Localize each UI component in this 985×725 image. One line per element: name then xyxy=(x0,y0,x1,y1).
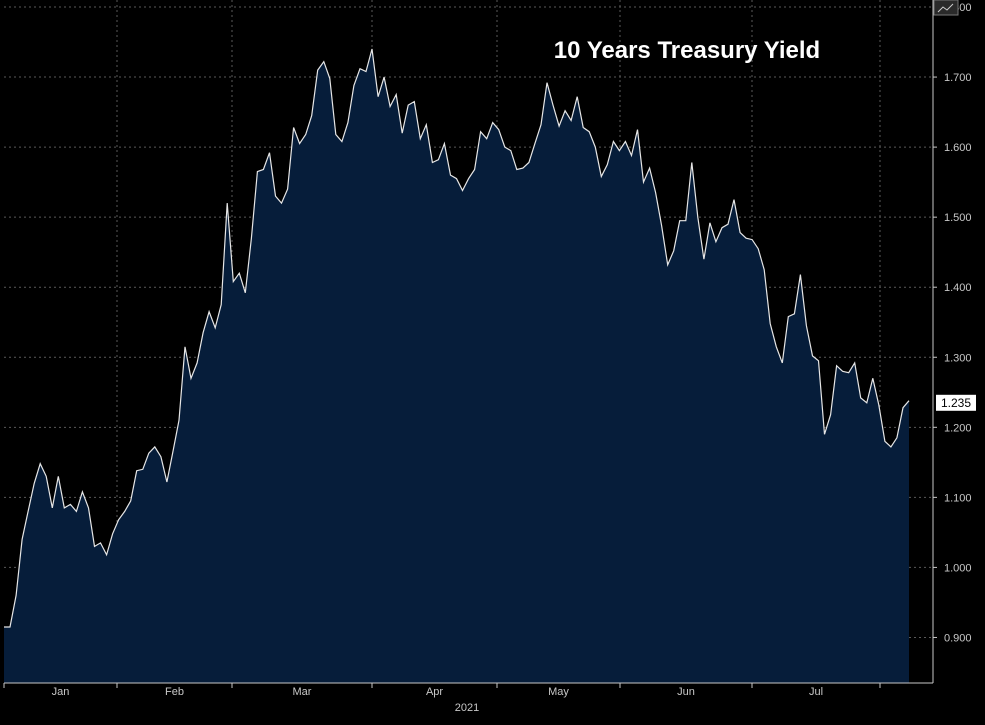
y-tick-label: 1.400 xyxy=(944,282,972,294)
x-tick-label: Jun xyxy=(677,686,695,698)
chart-type-icon-box[interactable] xyxy=(933,0,959,16)
x-tick-label: May xyxy=(548,686,569,698)
y-axis-ticks: 0.900 1.000 1.100 1.200 1.300 1.400 1.500 1.600… xyxy=(933,2,972,644)
yield-area-fill xyxy=(4,49,909,683)
x-tick-label: Apr xyxy=(426,686,443,698)
last-value-marker: 1.235 xyxy=(936,394,976,411)
y-tick-label: 1.300 xyxy=(944,352,972,364)
y-tick-label: 0.900 xyxy=(944,632,972,644)
y-tick-label: 1.700 xyxy=(944,72,972,84)
chart-title: 10 Years Treasury Yield xyxy=(554,37,820,64)
line-chart-icon xyxy=(937,3,954,13)
y-tick-label: 1.500 xyxy=(944,212,972,224)
x-tick-label: Jan xyxy=(52,686,70,698)
last-value-box xyxy=(936,394,976,411)
year-label: 2021 xyxy=(455,702,479,714)
y-tick-label: 1.600 xyxy=(944,142,972,154)
yield-line xyxy=(4,48,910,628)
y-tick-label: 1.100 xyxy=(944,492,972,504)
x-axis-ticks: Jan Feb Mar Apr May Jun Jul xyxy=(3,683,881,698)
x-tick-label: Feb xyxy=(165,686,184,698)
x-tick-label: Mar xyxy=(293,686,312,698)
y-tick-label: 1.200 xyxy=(944,422,972,434)
y-tick-label: 1.000 xyxy=(944,562,972,574)
chart-type-icon[interactable] xyxy=(933,0,959,16)
axes-frame xyxy=(4,0,934,684)
last-value-label: 1.235 xyxy=(941,396,971,410)
x-tick-label: Jul xyxy=(809,686,823,698)
